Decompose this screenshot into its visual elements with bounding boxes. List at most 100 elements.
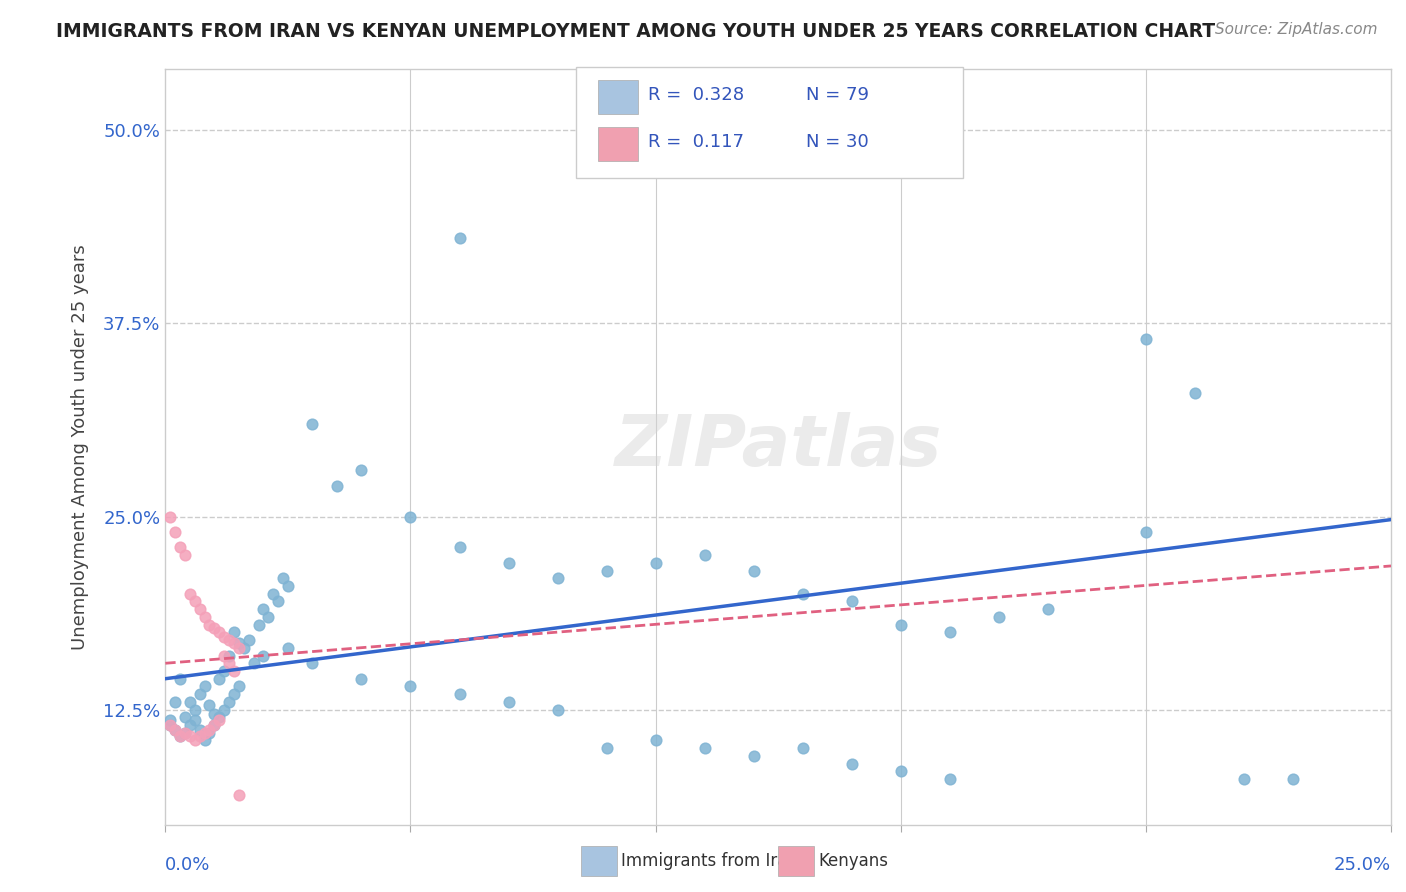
Point <box>194 610 217 624</box>
Point <box>1282 772 1305 786</box>
Point <box>326 478 349 492</box>
Point <box>987 610 1010 624</box>
Point <box>179 695 201 709</box>
Point <box>267 594 290 608</box>
Point <box>202 718 225 732</box>
Point <box>202 621 225 635</box>
Point <box>939 625 962 640</box>
Point <box>301 417 323 431</box>
Point <box>169 541 191 555</box>
Point <box>222 687 245 701</box>
Point <box>228 788 250 802</box>
Point <box>498 695 520 709</box>
Point <box>194 725 217 739</box>
Point <box>174 548 197 562</box>
Point <box>159 509 181 524</box>
Text: N = 30: N = 30 <box>806 133 869 151</box>
Point <box>644 733 666 747</box>
Point <box>222 636 245 650</box>
Point <box>399 509 422 524</box>
Point <box>1135 332 1157 346</box>
Point <box>165 723 187 737</box>
Point <box>212 703 235 717</box>
Point <box>179 729 201 743</box>
Point <box>1184 385 1206 400</box>
Text: 25.0%: 25.0% <box>1334 856 1391 874</box>
Point <box>188 729 211 743</box>
Text: 0.0%: 0.0% <box>166 856 211 874</box>
Point <box>169 729 191 743</box>
Text: Immigrants from Iran: Immigrants from Iran <box>621 852 799 870</box>
Point <box>198 725 221 739</box>
Point <box>271 571 294 585</box>
Point <box>208 672 231 686</box>
Point <box>498 556 520 570</box>
Point <box>939 772 962 786</box>
Point <box>595 741 617 756</box>
Point <box>228 640 250 655</box>
Point <box>212 648 235 663</box>
Point <box>174 725 197 739</box>
Point <box>194 680 217 694</box>
Point <box>350 463 373 477</box>
Point <box>218 695 240 709</box>
Point <box>169 729 191 743</box>
Text: R =  0.328: R = 0.328 <box>648 87 744 104</box>
Point <box>198 617 221 632</box>
Point <box>188 723 211 737</box>
Point <box>449 687 471 701</box>
Text: R =  0.117: R = 0.117 <box>648 133 744 151</box>
Text: Kenyans: Kenyans <box>818 852 889 870</box>
Text: ZIPatlas: ZIPatlas <box>614 412 942 482</box>
Point <box>184 703 207 717</box>
Point <box>301 657 323 671</box>
Point <box>449 231 471 245</box>
Point <box>169 672 191 686</box>
Point <box>792 741 814 756</box>
Point <box>841 756 863 771</box>
Point <box>202 707 225 722</box>
Point <box>890 617 912 632</box>
Point <box>1233 772 1256 786</box>
Point <box>188 602 211 616</box>
Point <box>222 625 245 640</box>
Point <box>202 718 225 732</box>
Point <box>198 698 221 712</box>
Point <box>547 571 569 585</box>
Point <box>165 723 187 737</box>
Point <box>208 625 231 640</box>
Text: Source: ZipAtlas.com: Source: ZipAtlas.com <box>1215 22 1378 37</box>
Point <box>228 636 250 650</box>
Point <box>184 733 207 747</box>
Point <box>841 594 863 608</box>
Point <box>208 710 231 724</box>
Point <box>238 633 260 648</box>
Point <box>277 640 299 655</box>
Point <box>742 564 765 578</box>
Point <box>212 664 235 678</box>
Point <box>159 718 181 732</box>
Point <box>184 594 207 608</box>
Point <box>165 695 187 709</box>
Point <box>247 617 270 632</box>
Point <box>257 610 280 624</box>
Point <box>222 664 245 678</box>
Point <box>252 648 274 663</box>
Point <box>184 714 207 728</box>
Point <box>174 710 197 724</box>
Point <box>218 633 240 648</box>
Point <box>228 680 250 694</box>
Point <box>693 548 716 562</box>
Text: N = 79: N = 79 <box>806 87 869 104</box>
Point <box>242 657 264 671</box>
Point <box>212 630 235 644</box>
Point <box>595 564 617 578</box>
Point <box>198 723 221 737</box>
Point <box>399 680 422 694</box>
Point <box>693 741 716 756</box>
Point <box>742 748 765 763</box>
Point <box>159 714 181 728</box>
Point <box>165 524 187 539</box>
Point <box>1036 602 1059 616</box>
Y-axis label: Unemployment Among Youth under 25 years: Unemployment Among Youth under 25 years <box>72 244 89 650</box>
